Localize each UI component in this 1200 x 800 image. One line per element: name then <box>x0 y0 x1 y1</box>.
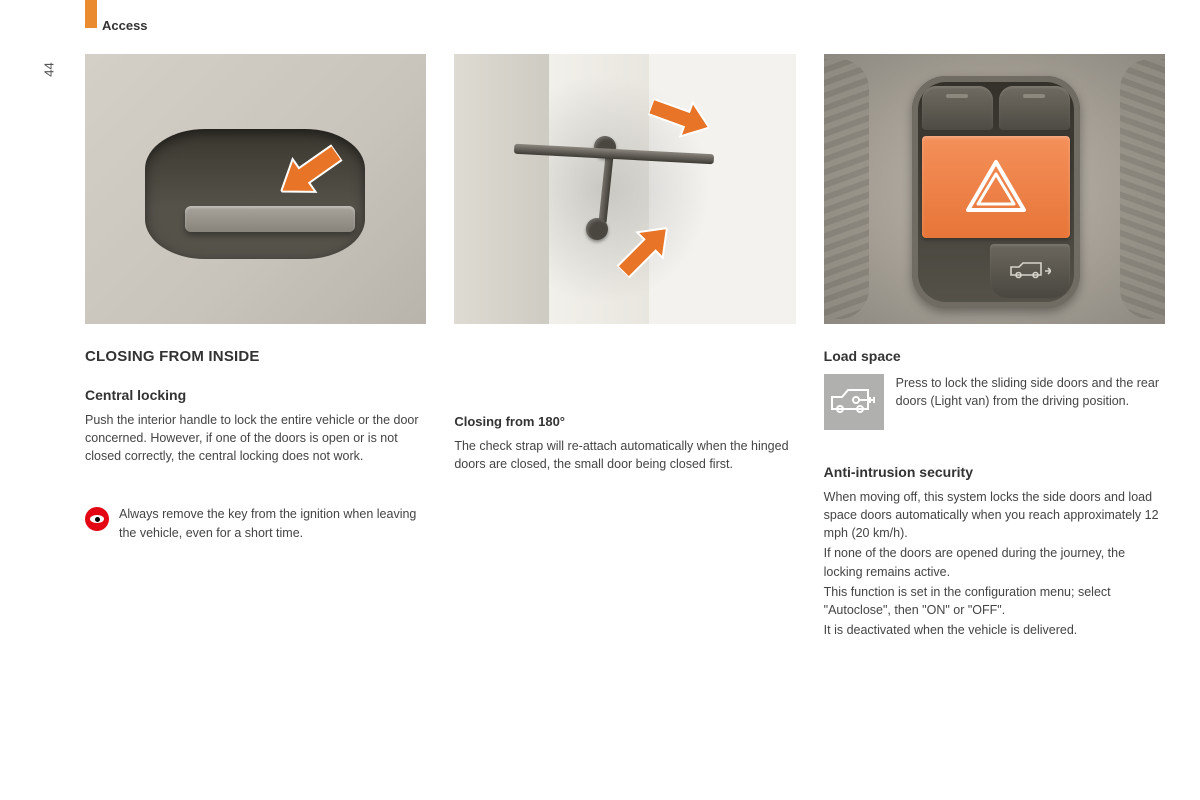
content-columns: CLOSING FROM INSIDE Central locking Push… <box>85 54 1165 639</box>
hazard-button <box>922 136 1070 238</box>
text-anti-intrusion-2: If none of the doors are opened during t… <box>824 544 1165 580</box>
section-title: Access <box>102 18 148 33</box>
van-icon <box>1009 260 1051 282</box>
load-space-lock-button <box>990 244 1070 298</box>
heading-closing-180: Closing from 180° <box>454 414 795 429</box>
heading-central-locking: Central locking <box>85 387 426 403</box>
heading-anti-intrusion: Anti-intrusion security <box>824 464 1165 480</box>
page-number: 44 <box>42 62 57 76</box>
dashboard-button <box>922 86 993 130</box>
figure-door-hinge <box>454 54 795 324</box>
warning-block: Always remove the key from the ignition … <box>85 505 426 541</box>
text-central-locking: Push the interior handle to lock the ent… <box>85 411 426 465</box>
section-tab <box>85 0 97 28</box>
text-anti-intrusion-4: It is deactivated when the vehicle is de… <box>824 621 1165 639</box>
text-closing-180: The check strap will re-attach automatic… <box>454 437 795 473</box>
warning-eye-icon <box>85 507 109 531</box>
figure-door-handle <box>85 54 426 324</box>
text-anti-intrusion-1: When moving off, this system locks the s… <box>824 488 1165 542</box>
text-warning: Always remove the key from the ignition … <box>119 505 426 541</box>
column-1: CLOSING FROM INSIDE Central locking Push… <box>85 54 426 639</box>
heading-closing-inside: CLOSING FROM INSIDE <box>85 348 426 365</box>
load-space-block: Press to lock the sliding side doors and… <box>824 374 1165 430</box>
heading-load-space: Load space <box>824 348 1165 364</box>
column-3: Load space Press to lock the sliding sid… <box>824 54 1165 639</box>
hazard-triangle-icon <box>964 158 1028 216</box>
van-key-icon <box>824 374 884 430</box>
text-anti-intrusion-3: This function is set in the configuratio… <box>824 583 1165 619</box>
dashboard-button <box>999 86 1070 130</box>
figure-hazard-panel <box>824 54 1165 324</box>
column-2: Closing from 180° The check strap will r… <box>454 54 795 639</box>
text-load-space: Press to lock the sliding side doors and… <box>896 374 1165 410</box>
